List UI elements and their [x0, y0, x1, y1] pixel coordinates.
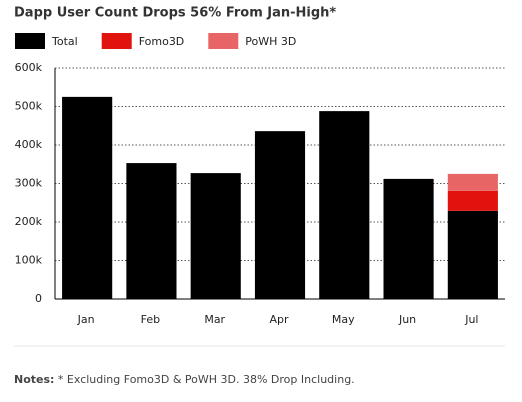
y-tick-label: 200k: [15, 215, 43, 228]
y-tick-label: 100k: [15, 254, 43, 267]
y-tick-label: 400k: [15, 138, 43, 151]
legend-label: Total: [51, 35, 78, 48]
y-tick-label: 600k: [15, 61, 43, 74]
x-tick-label: Jun: [398, 313, 416, 326]
legend-label: Fomo3D: [139, 35, 185, 48]
bar-segment: [383, 178, 434, 299]
x-tick-label: Jul: [464, 313, 478, 326]
y-tick-label: 500k: [15, 100, 43, 113]
x-tick-label: Feb: [141, 313, 160, 326]
bar-segment: [62, 96, 113, 299]
x-tick-label: May: [332, 313, 355, 326]
legend-swatch: [15, 33, 45, 49]
notes: Notes: * Excluding Fomo3D & PoWH 3D. 38%…: [14, 373, 355, 386]
legend-label: PoWH 3D: [245, 35, 296, 48]
bar-segment: [447, 173, 498, 191]
x-tick-label: Mar: [204, 313, 225, 326]
legend-swatch: [208, 33, 239, 49]
x-tick-label: Apr: [269, 313, 289, 326]
x-tick-label: Jan: [77, 313, 95, 326]
bar-segment: [447, 190, 498, 211]
legend-swatch: [101, 33, 132, 49]
bar-segment: [447, 210, 498, 299]
notes-text: * Excluding Fomo3D & PoWH 3D. 38% Drop I…: [54, 373, 354, 386]
bar-segment: [190, 173, 241, 299]
bar-segment: [319, 111, 370, 300]
y-tick-label: 0: [35, 292, 42, 305]
bar-segment: [254, 131, 306, 299]
chart-title: Dapp User Count Drops 56% From Jan-High*: [14, 6, 336, 21]
notes-label: Notes:: [14, 373, 54, 386]
bar-segment: [126, 163, 177, 299]
y-tick-label: 300k: [15, 177, 43, 190]
